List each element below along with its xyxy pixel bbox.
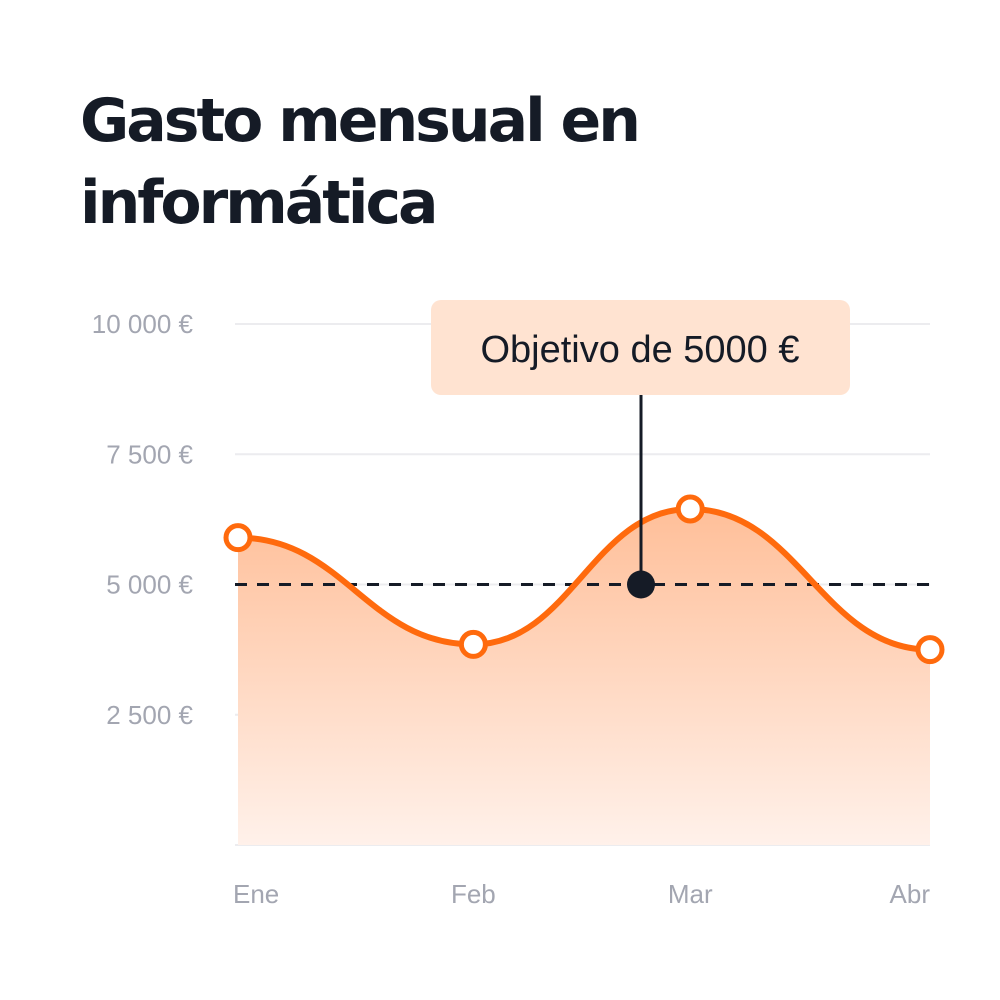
reference-callout: Objetivo de 5000 € (431, 300, 850, 599)
callout-box (431, 300, 850, 395)
x-tick-label: Feb (451, 879, 496, 909)
x-axis-ticks: Ene Feb Mar Abr (233, 879, 930, 909)
data-point (223, 523, 253, 553)
y-tick-label: 7 500 € (106, 439, 193, 469)
chart-title: Gasto mensual en informática (80, 86, 641, 238)
reference-point (627, 570, 655, 599)
data-points (223, 494, 945, 665)
data-point (458, 629, 488, 659)
x-tick-label: Ene (233, 879, 279, 909)
callout-label: Objetivo de 5000 € (480, 329, 799, 371)
data-point (675, 494, 705, 524)
y-tick-label: 5 000 € (106, 570, 193, 600)
x-tick-label: Mar (668, 879, 713, 909)
y-tick-label: 10 000 € (92, 309, 194, 339)
data-point (915, 635, 945, 665)
y-axis-ticks: 10 000 € 7 500 € 5 000 € 2 500 € (92, 309, 194, 730)
series-line (235, 505, 933, 653)
series-area (238, 508, 930, 845)
y-tick-label: 2 500 € (106, 700, 193, 730)
x-tick-label: Abr (890, 879, 931, 909)
